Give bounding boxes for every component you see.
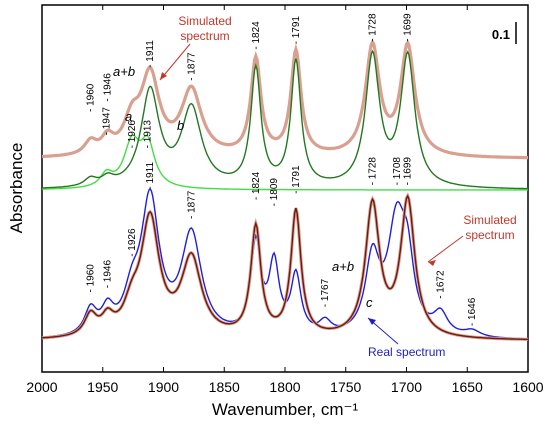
- annotation-b: b: [177, 118, 184, 133]
- x-tick-label: 1700: [391, 379, 422, 395]
- peak-label: - 1947: [101, 107, 112, 136]
- x-tick-label: 1900: [148, 379, 179, 395]
- svg-text:spectrum: spectrum: [180, 29, 229, 43]
- plot-frame: [41, 4, 529, 373]
- svg-text:spectrum: spectrum: [465, 228, 514, 242]
- peak-label: - 1960: [86, 264, 97, 293]
- series-line-real-spectrum: [41, 187, 528, 340]
- x-tick-label: 1800: [269, 379, 300, 395]
- peak-label: - 1913: [143, 120, 154, 149]
- peak-label: - 1946: [103, 73, 114, 102]
- x-axis-ticks: 2000 1950 1900 1850 1800 1750 1700 1650 1600: [26, 5, 544, 395]
- annotation-real-spectrum: Real spectrum: [367, 317, 445, 359]
- peak-label: - 1699: [403, 157, 414, 186]
- peak-label: - 1926: [127, 228, 138, 257]
- upper-peak-labels: - 1911 - 1877 - 1824 - 1791 - 1728 - 1699 - 19…: [86, 13, 414, 148]
- annotation-a: a: [125, 109, 132, 124]
- annotation-simulated-lower: Simulated spectrum: [427, 213, 517, 266]
- scale-bar: 0.1: [492, 22, 517, 44]
- series-line-simulated-spectrum: [41, 38, 528, 160]
- x-axis-title: Wavenumber, cm⁻¹: [212, 400, 359, 419]
- annotation-simulated-upper: Simulated spectrum: [159, 14, 232, 81]
- x-tick-label: 1600: [512, 379, 543, 395]
- peak-label: - 1646: [467, 297, 478, 326]
- annotation-ab-lower: a+b: [332, 259, 354, 274]
- peak-label: - 1728: [367, 13, 378, 42]
- x-tick-label: 1650: [452, 379, 483, 395]
- peak-label: - 1926: [127, 120, 138, 149]
- series-line-a-b: [41, 40, 528, 159]
- peak-label: - 1728: [367, 157, 378, 186]
- annotation-ab-upper: a+b: [113, 64, 135, 79]
- peak-label: - 1877: [186, 52, 197, 81]
- peak-label: - 1708: [392, 157, 403, 186]
- peak-label: - 1672: [436, 270, 447, 299]
- x-tick-label: 1950: [87, 379, 118, 395]
- series-line-a: [41, 134, 528, 191]
- peak-label: - 1877: [186, 190, 197, 219]
- peak-label: - 1911: [145, 162, 156, 190]
- peak-label: - 1699: [403, 13, 414, 42]
- series-line-a-b: [42, 194, 529, 341]
- lower-spectra: [41, 187, 529, 341]
- peak-label: - 1946: [103, 260, 114, 289]
- x-tick-label: 1850: [209, 379, 240, 395]
- peak-label: - 1767: [320, 278, 331, 307]
- scale-bar-label: 0.1: [492, 27, 510, 42]
- peak-label: - 1824: [251, 171, 262, 200]
- upper-spectra: [41, 38, 528, 191]
- series-line-simulated-spectrum: [42, 192, 529, 341]
- peak-label: - 1791: [291, 16, 302, 45]
- y-axis-title: Absorbance: [7, 143, 26, 234]
- peak-label: - 1809: [269, 178, 280, 207]
- svg-text:Simulated: Simulated: [463, 213, 516, 227]
- svg-text:Simulated: Simulated: [178, 14, 231, 28]
- peak-label: - 1960: [86, 83, 97, 112]
- peak-label: - 1791: [291, 165, 302, 194]
- annotation-c: c: [366, 295, 373, 310]
- lower-peak-labels: - 1911 - 1877 - 1824 - 1809 - 1791 - 1767 - 17…: [86, 157, 479, 326]
- peak-label: - 1824: [251, 21, 262, 50]
- peak-label: - 1911: [145, 40, 156, 68]
- x-tick-label: 1750: [330, 379, 361, 395]
- series-line-b: [42, 49, 528, 190]
- x-tick-label: 2000: [26, 379, 57, 395]
- svg-text:Real spectrum: Real spectrum: [368, 345, 445, 359]
